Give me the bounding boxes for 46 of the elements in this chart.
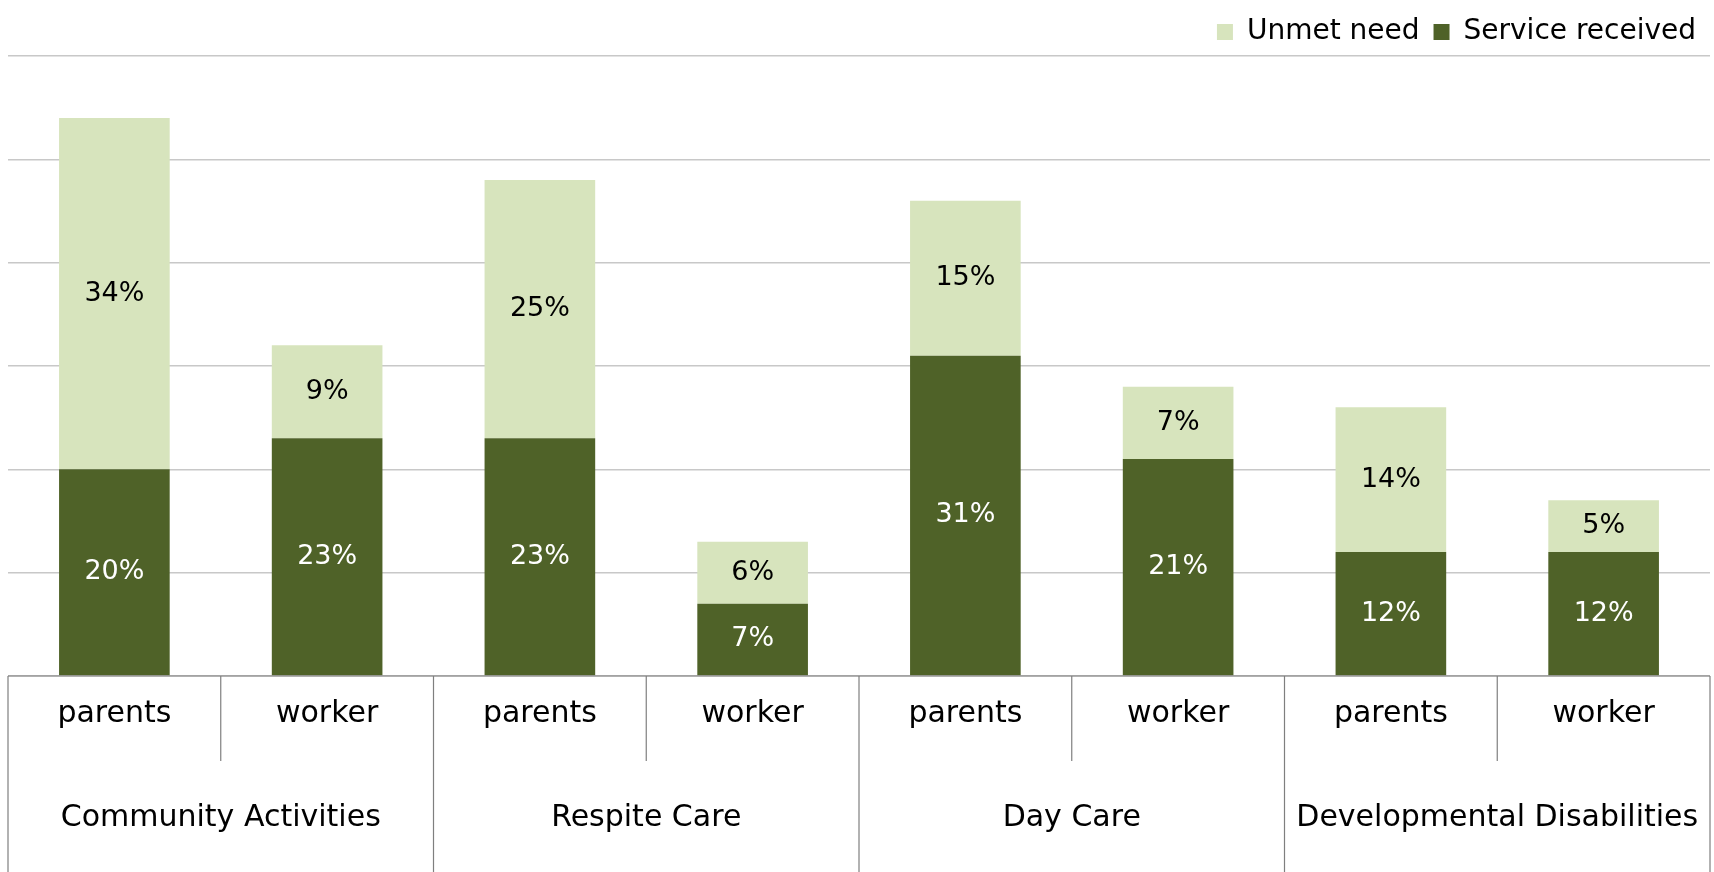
legend-label: Service received <box>1463 13 1697 47</box>
data-label: 23% <box>509 538 570 570</box>
data-label: 15% <box>935 260 996 292</box>
x-tick-label: parents <box>908 693 1023 729</box>
bar <box>1122 459 1234 676</box>
x-tick-label: parents <box>482 693 597 729</box>
data-label: 6% <box>731 554 775 586</box>
bar <box>910 200 1021 356</box>
data-label: 25% <box>509 291 570 323</box>
bar <box>59 118 170 470</box>
bar <box>697 603 808 676</box>
text: Day Care <box>1002 797 1141 833</box>
text: Community Activities <box>60 797 381 833</box>
x-tick-label: parents <box>1333 693 1448 729</box>
bar <box>59 469 170 676</box>
bar <box>910 355 1021 676</box>
x-tick-label: worker <box>1126 693 1230 729</box>
data-label: 31% <box>935 497 996 529</box>
data-label: 23% <box>297 538 358 570</box>
bar <box>1122 386 1234 459</box>
x-tick-label: worker <box>275 693 379 729</box>
x-tick-label: worker <box>1552 693 1656 729</box>
bar <box>271 438 383 676</box>
data-label: 12% <box>1573 595 1634 627</box>
bar <box>484 180 596 439</box>
text: Respite Care <box>551 797 742 833</box>
bar <box>1335 407 1447 552</box>
bar <box>484 438 596 676</box>
legend-label: Unmet need <box>1246 13 1420 47</box>
x-tick-label: parents <box>57 693 172 729</box>
data-label: 34% <box>84 275 145 307</box>
data-label: 9% <box>305 373 349 405</box>
bar <box>271 345 383 439</box>
data-label: 7% <box>1156 404 1200 436</box>
data-label: 5% <box>1582 508 1626 540</box>
text: Developmental Disabilities <box>1296 797 1699 833</box>
data-label: 14% <box>1360 461 1421 493</box>
bar <box>1548 552 1659 676</box>
data-label: 20% <box>84 554 145 586</box>
bar <box>1548 500 1659 552</box>
bar <box>697 541 808 604</box>
bar <box>1335 552 1447 676</box>
data-label: 21% <box>1148 549 1209 581</box>
data-label: 7% <box>731 621 775 653</box>
data-label: 12% <box>1360 595 1421 627</box>
x-tick-label: worker <box>701 693 805 729</box>
